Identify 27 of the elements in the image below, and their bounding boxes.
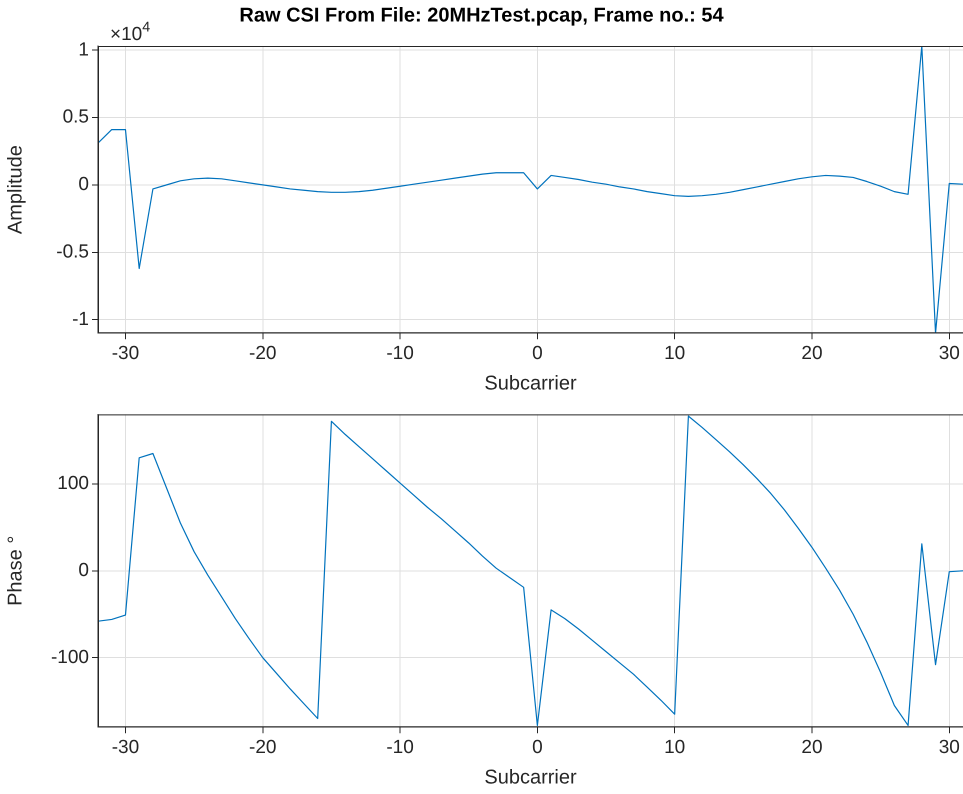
x-tick-label: -20 (249, 342, 276, 364)
x-tick-label: 0 (532, 342, 543, 364)
x-tick-label: 10 (664, 342, 686, 364)
x-tick-label: -20 (249, 736, 276, 758)
x-tick-label: 10 (664, 736, 686, 758)
y-tick-label: 0.5 (62, 106, 89, 128)
y-tick-label: 100 (57, 473, 89, 494)
y-tick-label: -1 (72, 308, 89, 330)
x-tick-label: 20 (801, 342, 823, 364)
x-tick-label: 30 (938, 736, 960, 758)
x-axis-title: Subcarrier (484, 766, 577, 789)
x-tick-label: 0 (532, 736, 543, 758)
x-tick-label: -30 (112, 736, 140, 758)
y-axis-title: Phase ° (4, 536, 27, 606)
x-axis-title: Subcarrier (484, 372, 577, 395)
y-tick-label: 0 (78, 560, 89, 582)
y-tick-label: 1 (78, 39, 89, 60)
y-tick-label: 0 (78, 174, 89, 196)
chart-title: Raw CSI From File: 20MHzTest.pcap, Frame no.: 54 (239, 4, 724, 27)
x-tick-label: 30 (938, 342, 960, 364)
y-tick-label: -0.5 (56, 242, 89, 263)
x-tick-label: 20 (801, 736, 823, 758)
x-tick-label: -10 (386, 342, 414, 364)
x-tick-label: -10 (386, 736, 414, 758)
y-axis-title: Amplitude (4, 145, 27, 234)
x-tick-label: -30 (112, 342, 140, 364)
y-tick-label: -100 (50, 646, 89, 668)
